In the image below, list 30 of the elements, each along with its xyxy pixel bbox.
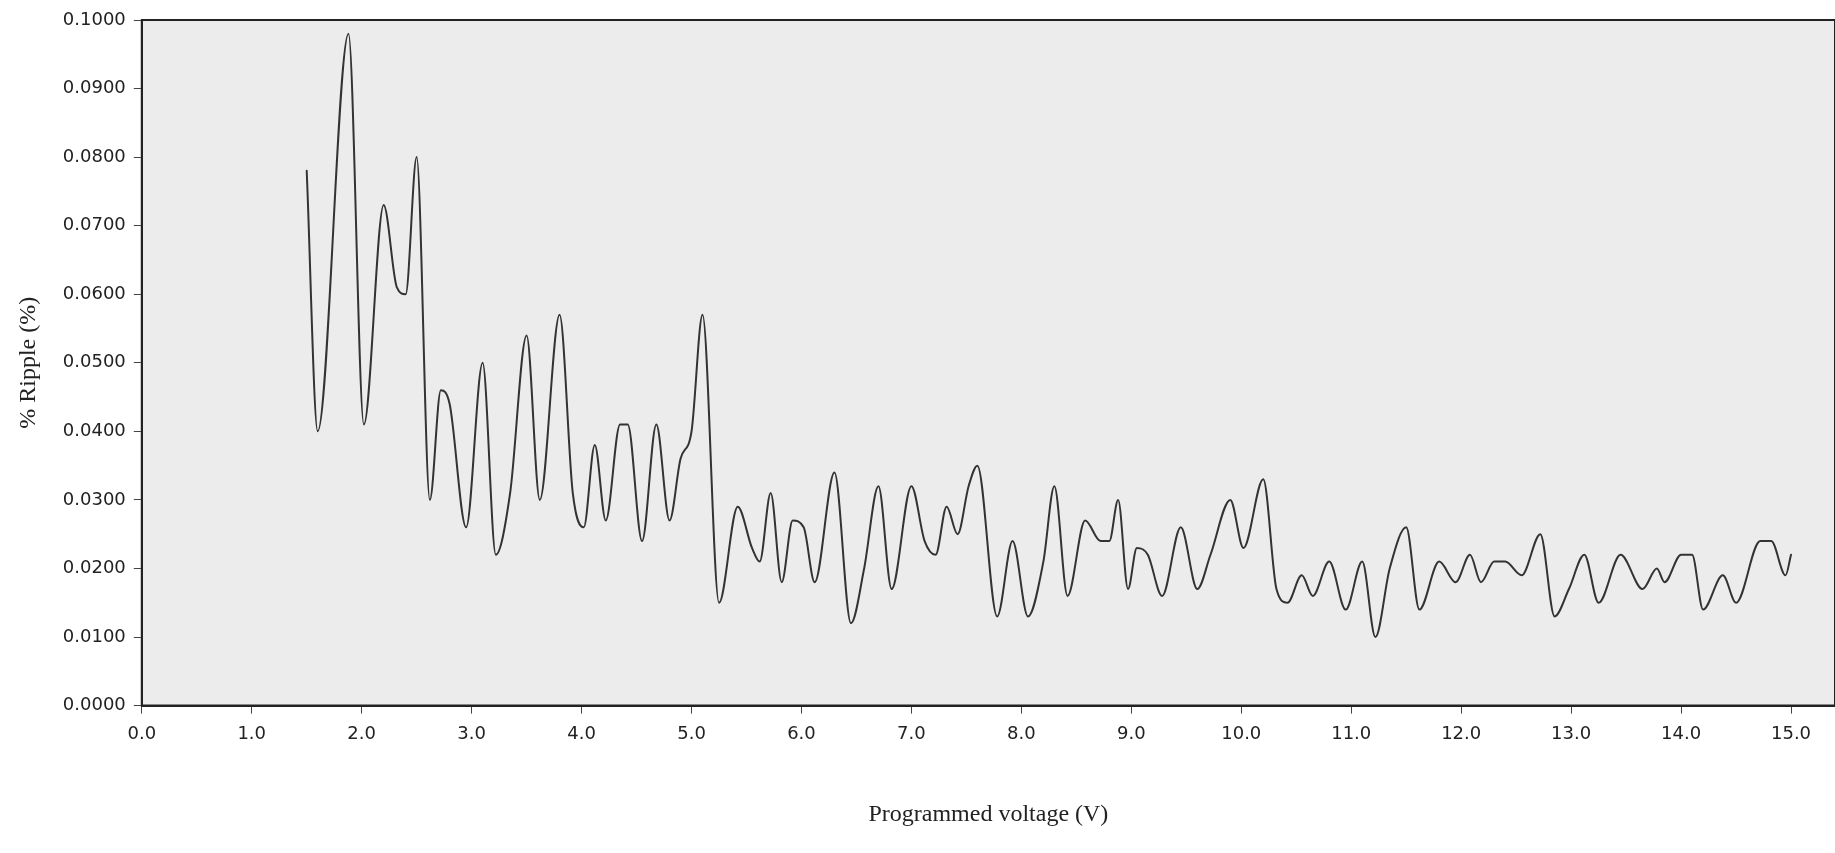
x-tick-label: 8.0 — [1007, 722, 1036, 744]
y-tick-label: 0.0100 — [62, 624, 126, 646]
y-tick-label: 0.0800 — [62, 144, 126, 166]
line-series — [305, 32, 1793, 639]
x-tick-label: 7.0 — [897, 722, 926, 744]
x-tick-label: 9.0 — [1117, 722, 1146, 744]
x-tick-label: 14.0 — [1661, 722, 1702, 744]
y-tick-label: 0.0300 — [62, 487, 126, 509]
y-tick-label: 0.0200 — [62, 556, 126, 578]
x-tick-label: 3.0 — [457, 722, 486, 744]
x-tick-label: 12.0 — [1441, 722, 1482, 744]
y-tick-label: 0.1000 — [62, 7, 126, 29]
x-tick-label: 4.0 — [567, 722, 596, 744]
x-tick-label: 13.0 — [1551, 722, 1592, 744]
x-axis-title: Programmed voltage (V) — [868, 799, 1109, 826]
x-tick-label: 6.0 — [787, 722, 816, 744]
x-tick-label: 1.0 — [237, 722, 267, 744]
x-tick-label: 10.0 — [1221, 722, 1262, 744]
y-tick-label: 0.0500 — [62, 350, 126, 372]
x-tick-label: 15.0 — [1770, 722, 1812, 744]
x-tick-label: 11.0 — [1331, 722, 1372, 744]
x-tick-label: 2.0 — [347, 722, 376, 744]
y-tick-label: 0.0900 — [62, 76, 126, 98]
y-axis-title: % Ripple (%) — [13, 296, 40, 429]
y-tick-label: 0.0000 — [62, 693, 126, 715]
x-tick-label: 0.0 — [127, 722, 157, 744]
y-tick-label: 0.0400 — [62, 419, 126, 441]
y-tick-label: 0.0600 — [62, 281, 126, 303]
x-tick-label: 5.0 — [677, 722, 706, 744]
y-tick-label: 0.0700 — [62, 213, 126, 235]
